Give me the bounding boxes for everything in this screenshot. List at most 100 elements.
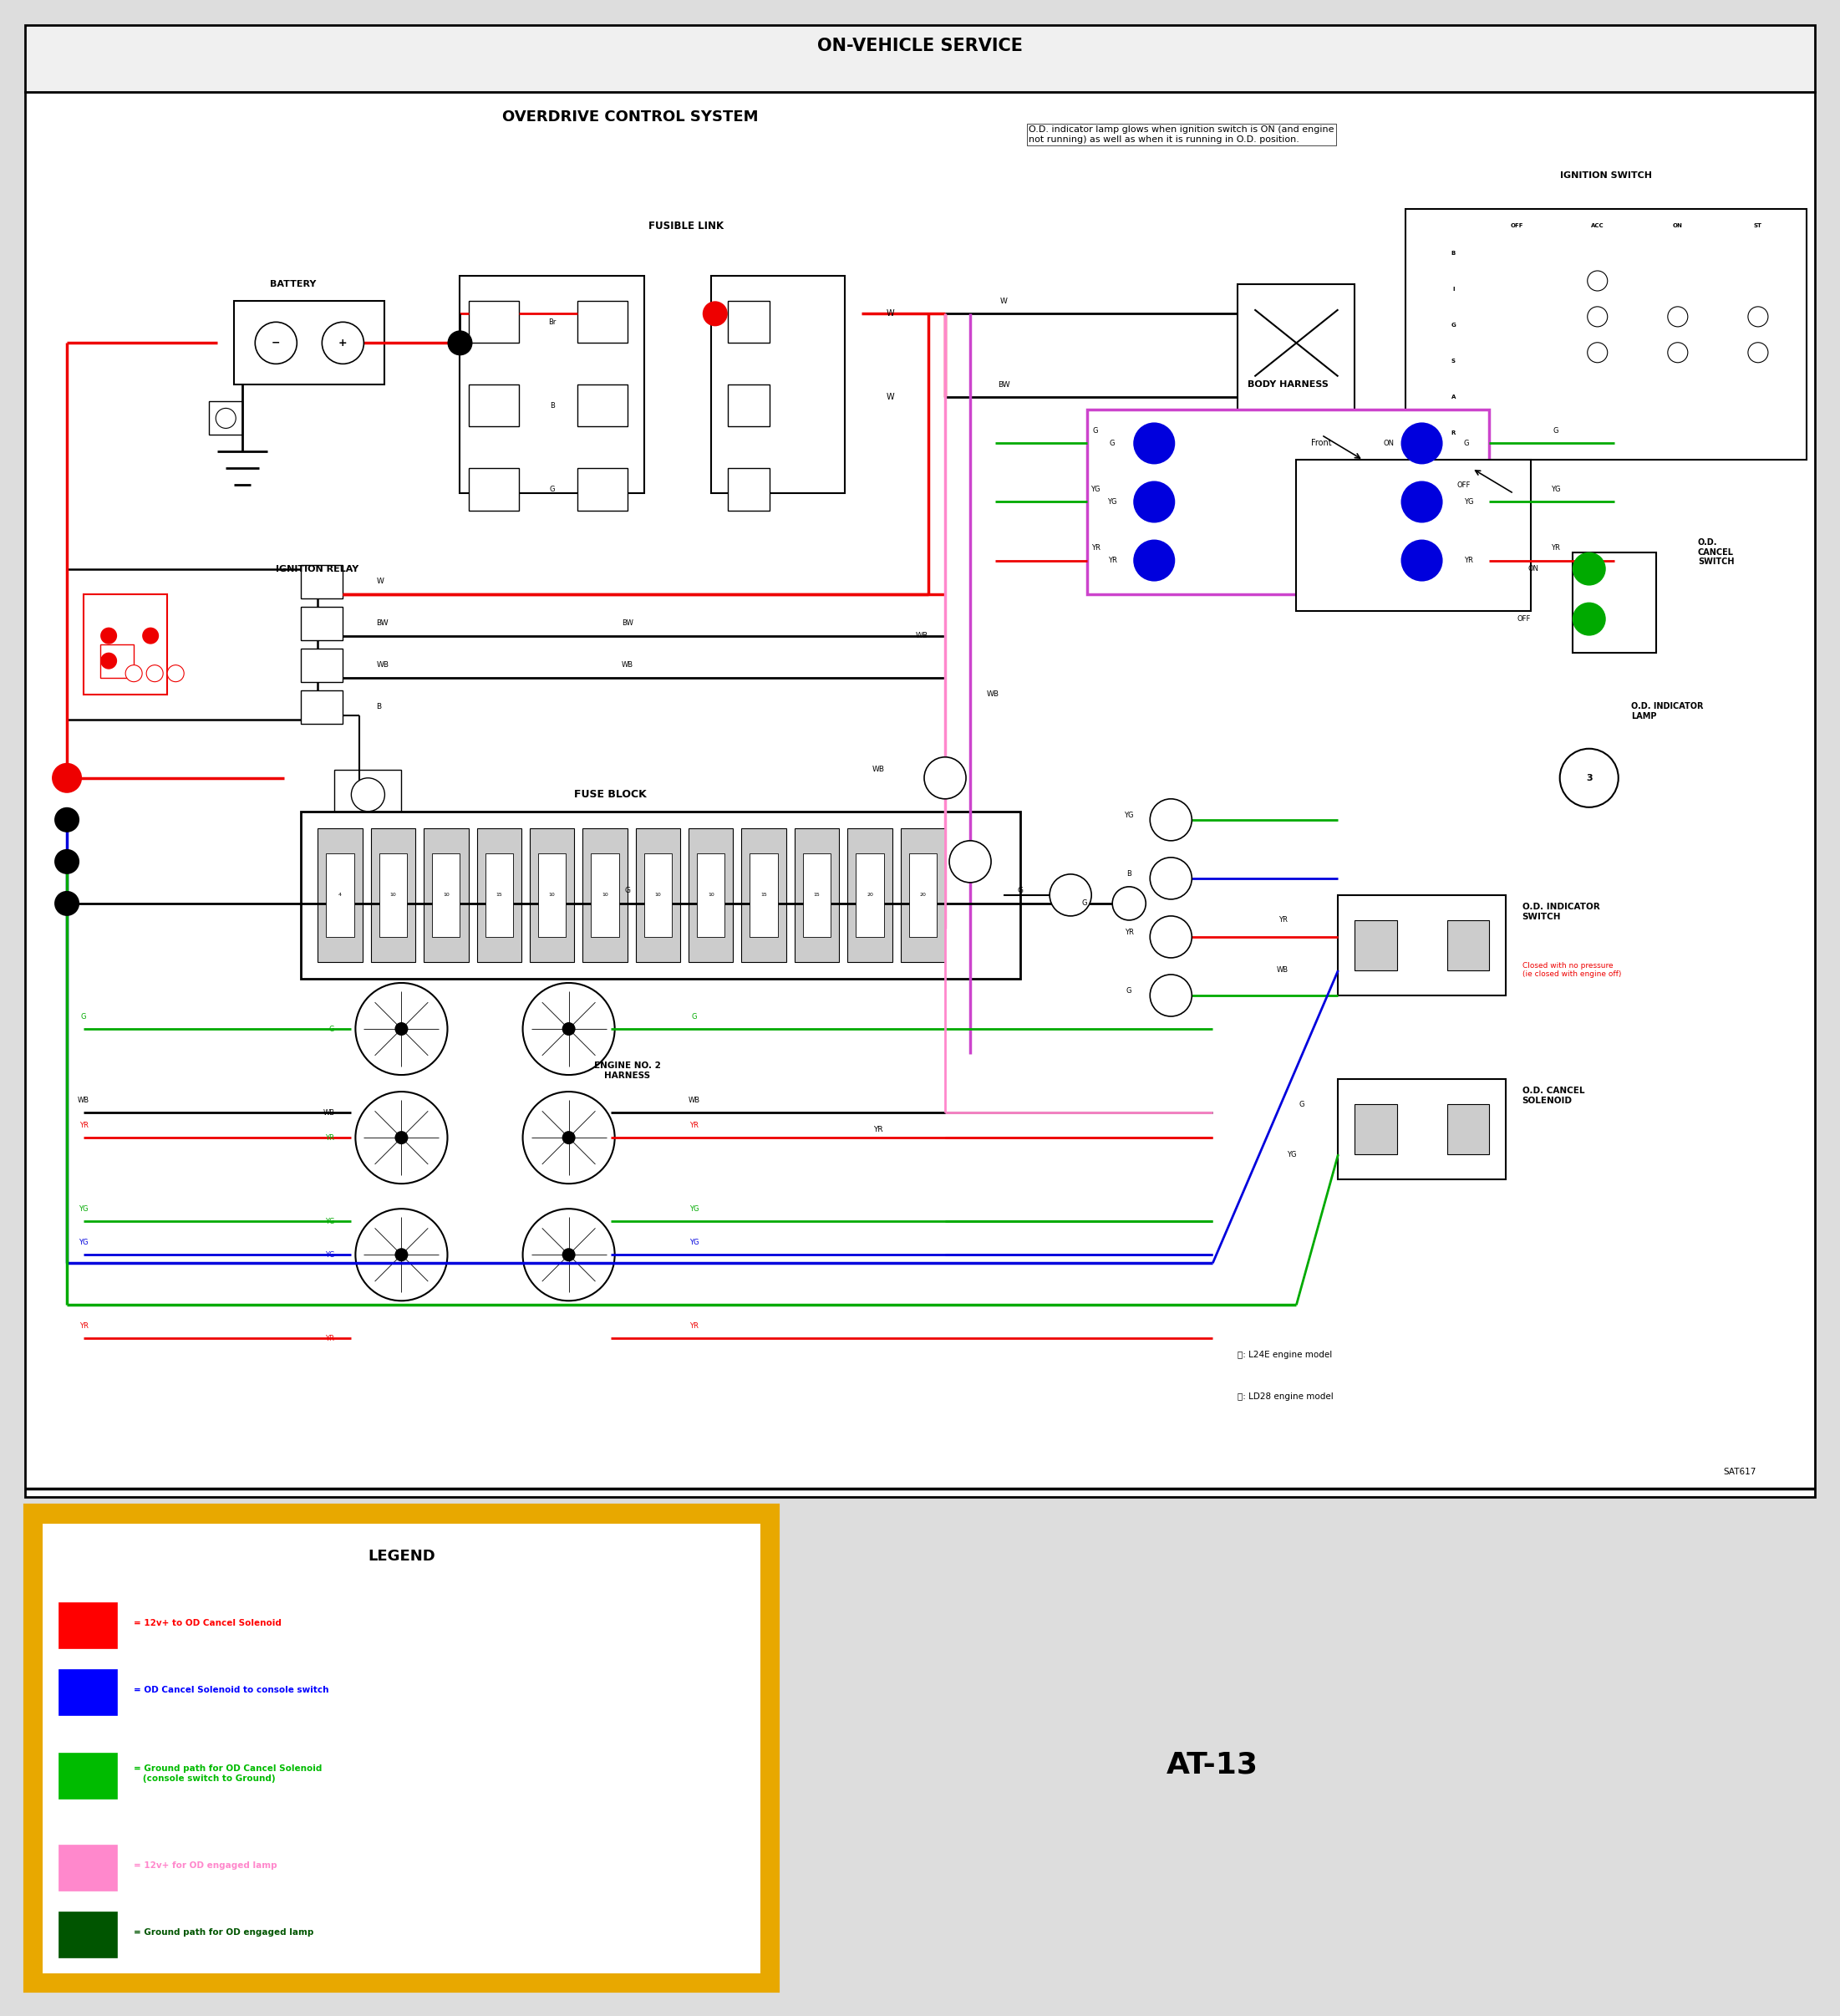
Circle shape — [1588, 306, 1608, 327]
Text: YG: YG — [326, 1218, 335, 1226]
Text: = 12v+ for OD engaged lamp: = 12v+ for OD engaged lamp — [134, 1861, 278, 1869]
Text: G: G — [1463, 439, 1468, 448]
Circle shape — [167, 665, 184, 681]
Text: YR: YR — [79, 1121, 88, 1129]
Bar — [742, 829, 786, 962]
Bar — [302, 564, 342, 599]
Bar — [302, 607, 342, 639]
Bar — [234, 300, 385, 385]
Bar — [318, 829, 362, 962]
Circle shape — [55, 891, 79, 915]
Text: G: G — [81, 1012, 86, 1020]
Text: = 12v+ to OD Cancel Solenoid: = 12v+ to OD Cancel Solenoid — [134, 1619, 282, 1627]
Circle shape — [523, 1210, 615, 1300]
Bar — [688, 829, 732, 962]
Circle shape — [1150, 857, 1192, 899]
Bar — [909, 853, 937, 937]
Circle shape — [322, 323, 364, 363]
Text: WB: WB — [688, 1097, 699, 1105]
Text: 10: 10 — [548, 893, 556, 897]
Text: +: + — [339, 337, 348, 349]
Text: YG: YG — [1463, 498, 1474, 506]
Text: WB: WB — [1277, 966, 1288, 974]
Bar — [537, 853, 567, 937]
Bar — [1406, 210, 1807, 460]
Circle shape — [1748, 343, 1768, 363]
Circle shape — [101, 627, 118, 645]
Text: LEGEND: LEGEND — [368, 1548, 436, 1564]
Circle shape — [924, 758, 966, 798]
Text: 10: 10 — [443, 893, 449, 897]
Text: G: G — [1018, 887, 1023, 895]
Circle shape — [561, 1248, 576, 1262]
Text: ON: ON — [1673, 224, 1684, 228]
Circle shape — [101, 653, 118, 669]
Circle shape — [1400, 540, 1443, 581]
Bar — [302, 649, 342, 681]
Text: Front: Front — [1312, 439, 1332, 448]
Text: G: G — [1082, 899, 1087, 907]
Bar — [469, 468, 519, 510]
Circle shape — [1150, 915, 1192, 958]
Bar — [727, 385, 769, 427]
Text: G: G — [1452, 323, 1455, 327]
Text: BW: BW — [997, 381, 1010, 389]
Circle shape — [125, 665, 142, 681]
Text: W: W — [887, 310, 894, 319]
Circle shape — [561, 1131, 576, 1145]
Text: WB: WB — [916, 631, 929, 639]
Circle shape — [147, 665, 164, 681]
Text: YG: YG — [690, 1206, 699, 1212]
Text: YG: YG — [79, 1238, 88, 1246]
Bar — [1297, 460, 1531, 611]
Text: IGNITION RELAY: IGNITION RELAY — [276, 564, 359, 573]
Circle shape — [355, 1210, 447, 1300]
Text: Closed with no pressure
(ie closed with engine off): Closed with no pressure (ie closed with … — [1522, 962, 1621, 978]
Circle shape — [1588, 270, 1608, 290]
Text: YR: YR — [1551, 544, 1560, 552]
Text: B: B — [1452, 250, 1455, 256]
Text: SAT617: SAT617 — [1724, 1468, 1757, 1476]
Bar — [59, 1911, 118, 1958]
Text: OFF: OFF — [1511, 224, 1524, 228]
Circle shape — [1049, 875, 1091, 915]
Text: YR: YR — [1279, 917, 1288, 923]
Text: W: W — [377, 579, 385, 585]
Text: W: W — [887, 393, 894, 401]
Bar — [591, 853, 618, 937]
Text: BODY HARNESS: BODY HARNESS — [1248, 381, 1328, 389]
Text: OVERDRIVE CONTROL SYSTEM: OVERDRIVE CONTROL SYSTEM — [502, 109, 758, 125]
Bar — [583, 829, 627, 962]
Bar — [486, 853, 513, 937]
Bar — [697, 853, 725, 937]
Text: B: B — [377, 704, 381, 710]
Bar — [1354, 1105, 1397, 1155]
Text: WB: WB — [77, 1097, 90, 1105]
Circle shape — [142, 627, 158, 645]
Text: 15: 15 — [813, 893, 821, 897]
Text: 10: 10 — [390, 893, 396, 897]
Circle shape — [1573, 552, 1606, 585]
Bar — [1238, 284, 1354, 435]
Circle shape — [1133, 540, 1176, 581]
Text: R: R — [1452, 429, 1455, 435]
Text: BW: BW — [622, 619, 633, 627]
Bar — [1354, 919, 1397, 970]
Bar — [795, 829, 839, 962]
Text: ⓖ: L24E engine model: ⓖ: L24E engine model — [1238, 1351, 1332, 1359]
Text: FUSIBLE LINK: FUSIBLE LINK — [648, 220, 723, 232]
Text: YR: YR — [79, 1322, 88, 1331]
Text: W: W — [999, 298, 1006, 304]
Circle shape — [1150, 798, 1192, 841]
Bar — [460, 276, 644, 494]
Bar — [635, 829, 681, 962]
Text: YG: YG — [326, 1252, 335, 1258]
Text: = Ground path for OD Cancel Solenoid
   (console switch to Ground): = Ground path for OD Cancel Solenoid (co… — [134, 1764, 322, 1782]
Text: YR: YR — [326, 1335, 335, 1343]
Text: YG: YG — [1124, 812, 1133, 818]
Circle shape — [55, 849, 79, 875]
Text: WB: WB — [986, 691, 999, 698]
Bar — [26, 24, 1814, 93]
Text: I: I — [1452, 286, 1454, 292]
Text: ST: ST — [1754, 224, 1763, 228]
